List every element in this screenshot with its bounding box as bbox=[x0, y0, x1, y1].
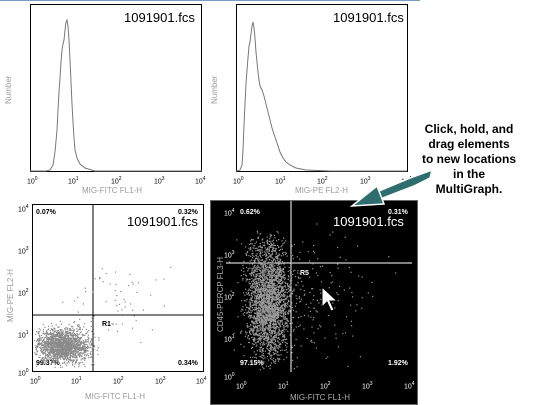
x-tick: 100 bbox=[236, 381, 247, 391]
histogram-panel-1[interactable]: 1091901.fcs Number MIG-FITC FL1-H 100 10… bbox=[0, 0, 210, 200]
x-tick: 103 bbox=[360, 176, 371, 186]
y-tick: 104 bbox=[224, 208, 235, 218]
x-tick: 100 bbox=[27, 176, 38, 186]
histogram-panel-2[interactable]: 1091901.fcs Number MIG-PE FL2-H 100 101 … bbox=[205, 0, 415, 200]
window-top-line bbox=[0, 0, 420, 1]
x-tick: 102 bbox=[111, 176, 122, 186]
callout-line: drag elements bbox=[428, 137, 510, 151]
histogram-xlabel: MIG-FITC FL1-H bbox=[82, 186, 142, 195]
histogram-curve-1 bbox=[30, 18, 202, 172]
quadrant-lower-left-pct: 97.15% bbox=[240, 360, 264, 367]
histogram-xlabel: MIG-PE FL2-H bbox=[295, 186, 348, 195]
dotplot-xlabel: MIG-FITC FL1-H bbox=[85, 392, 145, 401]
mouse-pointer-icon bbox=[321, 285, 339, 312]
y-tick: 102 bbox=[18, 288, 29, 298]
x-tick: 101 bbox=[71, 376, 82, 386]
histogram-title: 1091901.fcs bbox=[333, 10, 404, 25]
dotplot-xlabel: MIG-FITC FL1-H bbox=[290, 393, 350, 402]
instruction-callout: Click, hold, and drag elements to new lo… bbox=[410, 122, 528, 197]
dotplot-plot-area[interactable] bbox=[210, 200, 418, 405]
quadrant-upper-left-pct: 0.62% bbox=[240, 209, 260, 216]
x-tick: 101 bbox=[68, 176, 79, 186]
x-tick: 104 bbox=[196, 376, 207, 386]
histogram-plot-area[interactable] bbox=[236, 4, 408, 172]
callout-line: MultiGraph. bbox=[435, 182, 503, 196]
quadrant-upper-right-pct: 0.31% bbox=[388, 209, 408, 216]
quadrant-upper-left-pct: 0.07% bbox=[36, 209, 56, 216]
x-tick: 100 bbox=[233, 176, 244, 186]
x-tick: 103 bbox=[155, 376, 166, 386]
y-tick: 101 bbox=[224, 334, 235, 344]
x-tick: 104 bbox=[404, 381, 415, 391]
region-label: R1 bbox=[102, 321, 111, 328]
x-tick: 101 bbox=[275, 176, 286, 186]
dotplot-panel-2[interactable]: 1091901.fcs CD45-PERCP FL3-H MIG-FITC FL… bbox=[210, 200, 420, 405]
y-tick: 103 bbox=[18, 246, 29, 256]
histogram-plot-area[interactable] bbox=[30, 4, 202, 172]
y-tick: 104 bbox=[18, 204, 29, 214]
y-tick: 101 bbox=[18, 330, 29, 340]
y-tick: 103 bbox=[224, 250, 235, 260]
x-tick: 103 bbox=[154, 176, 165, 186]
quadrant-upper-right-pct: 0.32% bbox=[178, 209, 198, 216]
histogram-curve-2 bbox=[235, 21, 407, 172]
dotplot-title: 1091901.fcs bbox=[333, 214, 404, 229]
region-label: R5 bbox=[300, 270, 309, 277]
y-tick: 100 bbox=[18, 368, 29, 378]
x-tick: 102 bbox=[320, 381, 331, 391]
dotplot-1-events bbox=[34, 266, 172, 368]
callout-line: to new locations bbox=[421, 152, 516, 166]
dotplot-title: 1091901.fcs bbox=[127, 214, 198, 229]
callout-line: Click, hold, and bbox=[424, 122, 514, 136]
x-tick: 104 bbox=[195, 176, 206, 186]
callout-line: in the bbox=[453, 167, 485, 181]
y-tick: 102 bbox=[224, 292, 235, 302]
dotplot-2-events bbox=[229, 223, 397, 371]
y-tick: 100 bbox=[224, 372, 235, 382]
quadrant-lower-right-pct: 1.92% bbox=[388, 360, 408, 367]
x-tick: 100 bbox=[30, 376, 41, 386]
x-tick: 102 bbox=[113, 376, 124, 386]
callout-arrow-icon bbox=[349, 168, 434, 207]
x-tick: 101 bbox=[278, 381, 289, 391]
quadrant-lower-left-pct: 99.37% bbox=[36, 360, 60, 367]
x-tick: 102 bbox=[317, 176, 328, 186]
quadrant-lower-right-pct: 0.34% bbox=[178, 360, 198, 367]
histogram-title: 1091901.fcs bbox=[124, 10, 195, 25]
x-tick: 103 bbox=[362, 381, 373, 391]
